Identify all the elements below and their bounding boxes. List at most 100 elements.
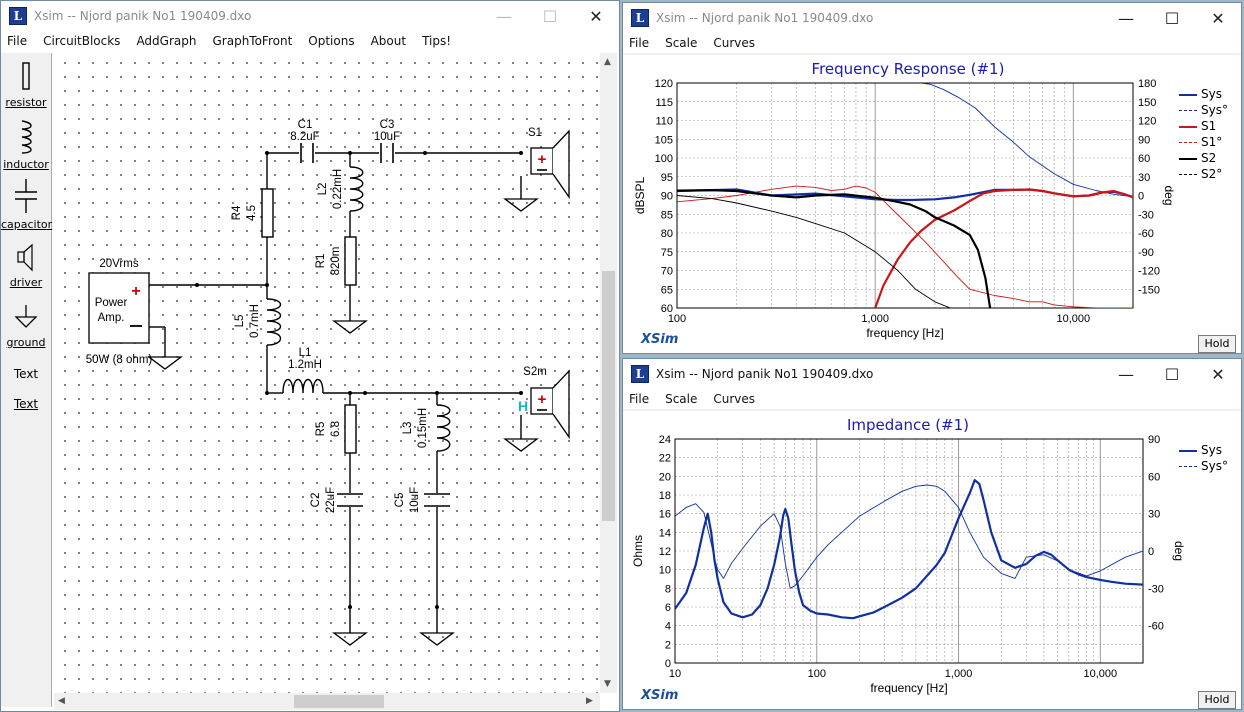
tool-resistor[interactable]: resistor bbox=[1, 61, 51, 109]
capacitor-c3[interactable] bbox=[380, 143, 394, 163]
capacitor-c2[interactable] bbox=[337, 493, 363, 507]
y2-tick-label: -30 bbox=[1138, 209, 1154, 221]
resistor-r5[interactable] bbox=[344, 404, 357, 454]
legend-label: Sys° bbox=[1201, 459, 1228, 473]
l5-value: 0.7mH bbox=[249, 304, 261, 338]
y-tick-label: 120 bbox=[655, 78, 673, 90]
inductor-l3[interactable] bbox=[436, 404, 451, 452]
menu-file[interactable]: File bbox=[629, 392, 650, 406]
menu-curves[interactable]: Curves bbox=[713, 392, 756, 406]
scroll-up-icon[interactable]: ▲ bbox=[604, 57, 611, 67]
menu-graphtofront[interactable]: GraphToFront bbox=[212, 34, 293, 48]
tool-capacitor[interactable]: capacitor bbox=[1, 179, 52, 231]
minimize-button[interactable]: — bbox=[1118, 364, 1134, 384]
ground-symbol[interactable] bbox=[147, 198, 539, 646]
tool-text[interactable]: Text bbox=[1, 397, 51, 411]
horizontal-scrollbar[interactable]: ◀ ▶ bbox=[54, 693, 600, 710]
tool-label: inductor bbox=[3, 158, 49, 171]
inductor-l2[interactable] bbox=[349, 166, 364, 212]
l1-value: 1.2mH bbox=[288, 359, 322, 371]
app-icon: L bbox=[631, 9, 649, 27]
c2-value: 22uF bbox=[325, 487, 337, 513]
series-line-sys-phase bbox=[675, 484, 1143, 589]
tool-text-plain[interactable]: Text bbox=[1, 367, 51, 381]
inductor-icon bbox=[21, 120, 32, 154]
x-tick-label: 10,000 bbox=[1057, 313, 1091, 325]
y2-tick-label: 60 bbox=[1138, 153, 1150, 165]
legend-label: S1° bbox=[1201, 135, 1223, 149]
close-button[interactable]: ✕ bbox=[589, 6, 603, 26]
maximize-button[interactable]: ☐ bbox=[542, 6, 558, 26]
frequency-response-chart: 60 65 70 75 80 85 90 95 100 105 110 115 120 -150 -120 -… bbox=[633, 78, 1176, 340]
r5-name: R5 bbox=[315, 422, 327, 437]
close-button[interactable]: ✕ bbox=[1211, 364, 1225, 384]
y2-tick-label: 180 bbox=[1138, 78, 1156, 90]
maximize-button[interactable]: ☐ bbox=[1164, 8, 1180, 28]
resistor-icon bbox=[22, 62, 30, 90]
l3-name: L3 bbox=[402, 422, 414, 435]
tool-inductor[interactable]: inductor bbox=[1, 119, 51, 171]
hold-button[interactable]: Hold bbox=[1198, 335, 1236, 353]
scroll-left-icon[interactable]: ◀ bbox=[58, 696, 65, 706]
minimize-button[interactable]: — bbox=[496, 6, 512, 26]
vertical-scrollbar[interactable]: ▲ ▼ bbox=[600, 53, 617, 693]
menu-file[interactable]: File bbox=[629, 36, 650, 50]
schematic-canvas[interactable]: + + + H C1 8.2uF C3 10uF bbox=[54, 53, 600, 693]
maximize-button[interactable]: ☐ bbox=[1164, 364, 1180, 384]
legend-label: S1 bbox=[1201, 119, 1217, 133]
scroll-thumb[interactable] bbox=[602, 271, 615, 521]
inductor-l5[interactable] bbox=[266, 298, 282, 346]
menu-curves[interactable]: Curves bbox=[713, 36, 756, 50]
menu-scale[interactable]: Scale bbox=[665, 36, 698, 50]
hold-button[interactable]: Hold bbox=[1198, 691, 1236, 709]
menu-about[interactable]: About bbox=[370, 34, 407, 48]
close-button[interactable]: ✕ bbox=[1211, 8, 1225, 28]
s1-label: S1 bbox=[528, 127, 542, 139]
title-bar[interactable]: L Xsim -- Njord panik No1 190409.dxo — ☐… bbox=[623, 3, 1241, 33]
y-tick-label: 6 bbox=[665, 602, 671, 614]
app-icon: L bbox=[631, 365, 649, 383]
frequency-response-plot[interactable]: Frequency Response (#1) 60 65 70 75 80 85 90 95… bbox=[623, 55, 1241, 353]
l2-value: 0.22mH bbox=[332, 169, 344, 209]
menu-tips[interactable]: Tips! bbox=[422, 34, 452, 48]
scroll-right-icon[interactable]: ▶ bbox=[586, 696, 593, 706]
menu-circuitblocks[interactable]: CircuitBlocks bbox=[43, 34, 121, 48]
y-tick-label: 12 bbox=[659, 546, 671, 558]
menu-options[interactable]: Options bbox=[308, 34, 355, 48]
capacitor-c5[interactable] bbox=[424, 493, 450, 507]
l2-name: L2 bbox=[317, 183, 329, 196]
resistor-r4[interactable] bbox=[261, 188, 274, 238]
power-amp[interactable] bbox=[88, 272, 150, 344]
inductor-l1[interactable] bbox=[282, 378, 324, 394]
x-tick-label: 1,000 bbox=[945, 668, 973, 680]
grid-lines bbox=[674, 438, 1144, 664]
legend-label: Sys bbox=[1201, 443, 1222, 457]
series-line-sys bbox=[675, 479, 1143, 620]
tool-ground[interactable]: ground bbox=[1, 303, 51, 349]
impedance-plot[interactable]: Impedance (#1) 0 2 4 6 8 10 12 14 16 18 20 22 24 -60-… bbox=[623, 411, 1241, 709]
y-tick-label: 20 bbox=[659, 471, 671, 483]
menu-scale[interactable]: Scale bbox=[665, 392, 698, 406]
resistor-r1[interactable] bbox=[344, 236, 357, 286]
y2-tick-label: -90 bbox=[1138, 247, 1154, 259]
legend-label: S2 bbox=[1201, 151, 1217, 165]
x-tick-label: 100 bbox=[808, 668, 826, 680]
driver-s1[interactable]: + bbox=[530, 129, 570, 200]
title-bar[interactable]: L Xsim -- Njord panik No1 190409.dxo — ☐… bbox=[623, 359, 1241, 389]
minimize-button[interactable]: — bbox=[1118, 8, 1134, 28]
menu-addgraph[interactable]: AddGraph bbox=[136, 34, 197, 48]
scroll-down-icon[interactable]: ▼ bbox=[604, 679, 611, 689]
c3-name: C3 bbox=[380, 119, 395, 131]
c3-value: 10uF bbox=[374, 131, 400, 143]
y-tick-label: 70 bbox=[661, 266, 673, 278]
x-tick-label: 1,000 bbox=[861, 313, 889, 325]
driver-s2m[interactable]: + H bbox=[518, 369, 570, 440]
tool-driver[interactable]: driver bbox=[1, 243, 51, 289]
capacitor-c1[interactable] bbox=[300, 143, 314, 163]
driver-icon bbox=[17, 243, 33, 272]
title-bar[interactable]: L Xsim -- Njord panik No1 190409.dxo — ☐… bbox=[1, 1, 619, 31]
y-tick-label: 115 bbox=[655, 97, 673, 109]
scroll-thumb[interactable] bbox=[294, 695, 384, 708]
menu-file[interactable]: File bbox=[7, 34, 28, 48]
svg-text:+: + bbox=[131, 283, 140, 300]
